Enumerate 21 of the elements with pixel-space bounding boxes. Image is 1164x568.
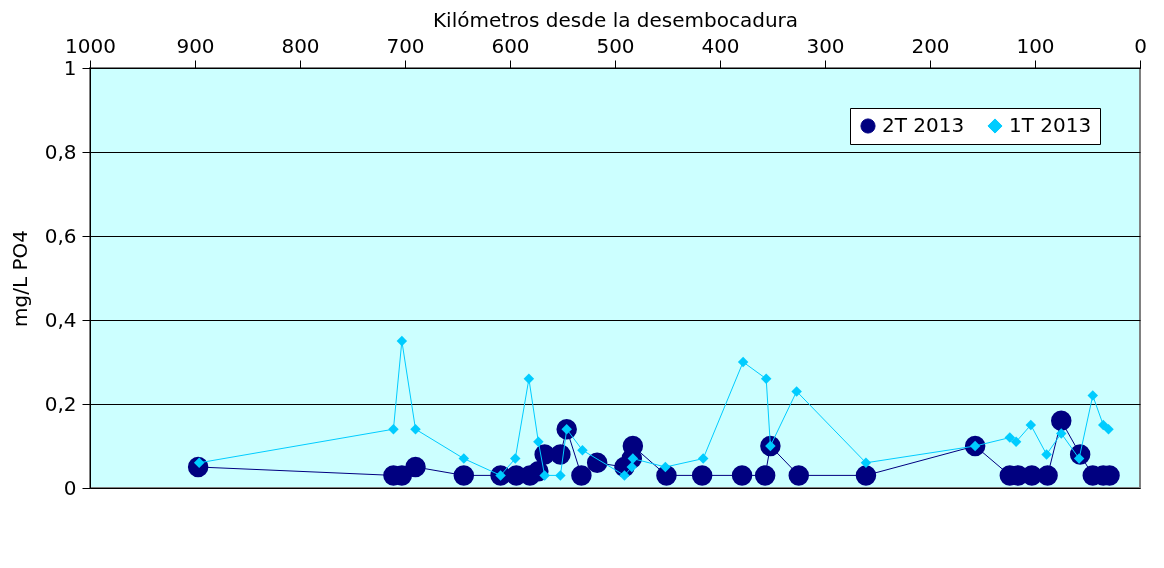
y-tick-label: 0 [63, 475, 77, 500]
legend-label: 1T 2013 [1009, 113, 1092, 137]
y-tick-label: 0,6 [44, 223, 77, 248]
x-tick-label: 900 [176, 33, 215, 58]
x-tick-label: 800 [281, 33, 320, 58]
x-tick-label: 500 [596, 33, 635, 58]
y-tick-label: 0,2 [44, 391, 77, 416]
y-tick-label: 1 [63, 55, 77, 80]
y-axis-title: mg/L PO4 [7, 230, 32, 327]
x-tick-label: 300 [806, 33, 845, 58]
x-tick-label: 700 [386, 33, 425, 58]
x-tick-label: 1000 [65, 33, 116, 58]
x-axis-title: Kilómetros desde la desembocadura [432, 7, 799, 32]
x-tick-label: 200 [911, 33, 950, 58]
x-tick-label: 100 [1016, 33, 1055, 58]
x-tick-label: 600 [491, 33, 530, 58]
x-tick-label: 400 [701, 33, 740, 58]
y-tick-label: 0,4 [44, 307, 77, 332]
legend-label: 2T 2013 [882, 113, 965, 137]
y-tick-label: 0,8 [44, 139, 77, 164]
x-tick-label: 0 [1134, 33, 1147, 58]
